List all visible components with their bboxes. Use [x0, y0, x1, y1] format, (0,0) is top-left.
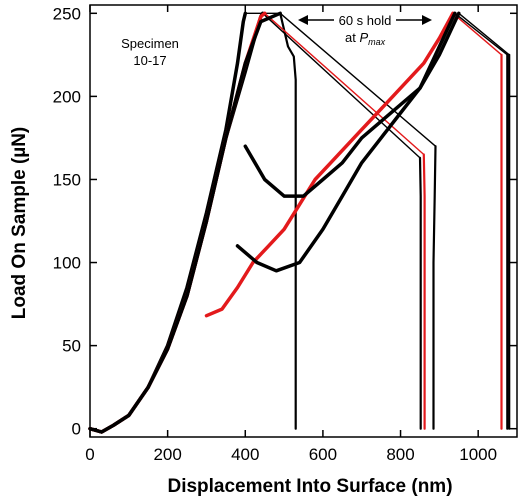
y-tick-label-5: 250	[53, 4, 81, 23]
series-5	[235, 11, 509, 430]
series-2-loading-line	[88, 11, 267, 434]
hold-label-at: at	[345, 30, 359, 45]
series-4-loading-line	[204, 11, 455, 318]
series-0	[88, 11, 297, 434]
plot-marks	[88, 11, 511, 434]
series-1	[88, 11, 422, 434]
series-1-unloading-line	[418, 156, 422, 430]
x-tick-label-5: 1000	[459, 445, 497, 464]
series-0-loading-line	[88, 11, 248, 434]
y-tick-label-0: 0	[72, 420, 81, 439]
series-5-loading-line	[235, 11, 457, 273]
hold-label-sub: max	[368, 37, 386, 47]
series-2	[88, 11, 426, 434]
hold-arrow-right-head	[422, 15, 432, 25]
y-axis-title: Load On Sample (µN)	[9, 127, 30, 320]
series-3-loading-line	[88, 11, 282, 434]
x-axis-title: Displacement Into Surface (nm)	[167, 476, 452, 497]
hold-label-line2: at Pmax	[345, 30, 386, 47]
y-tick-label-3: 150	[53, 170, 81, 189]
series-1-pathway-line	[262, 12, 421, 159]
x-tick-label-4: 800	[386, 445, 414, 464]
series-5-pathway-line	[454, 12, 508, 56]
hold-arrow-left-head	[298, 15, 308, 25]
specimen-label-line2: 10-17	[133, 53, 166, 68]
series-4-pathway-line	[452, 12, 503, 56]
y-tick-label-1: 50	[62, 337, 81, 356]
series-2-pathway-line	[264, 12, 425, 156]
series-6	[243, 11, 511, 430]
y-tick-label-2: 100	[53, 254, 81, 273]
hold-label-bg	[334, 12, 396, 30]
series-6-pathway-line	[458, 12, 510, 56]
series-3-unloading-line	[432, 145, 437, 430]
x-tick-label-3: 600	[309, 445, 337, 464]
series-3	[88, 11, 437, 434]
hold-label-line1: 60 s hold	[339, 13, 392, 28]
x-tick-label-0: 0	[85, 445, 94, 464]
series-2-unloading-line	[422, 153, 426, 430]
specimen-label-line1: Specimen	[121, 36, 179, 51]
series-3-pathway-line	[279, 12, 437, 147]
y-tick-label-4: 200	[53, 87, 81, 106]
series-4	[204, 11, 503, 430]
series-6-loading-line	[243, 11, 461, 198]
axes: 0 200 400 600 800 1000 0 50 100 150 200 250	[53, 4, 518, 464]
x-tick-label-1: 200	[153, 445, 181, 464]
hold-label-p: P	[359, 30, 368, 45]
plot-frame	[89, 4, 518, 438]
x-tick-label-2: 400	[231, 445, 259, 464]
